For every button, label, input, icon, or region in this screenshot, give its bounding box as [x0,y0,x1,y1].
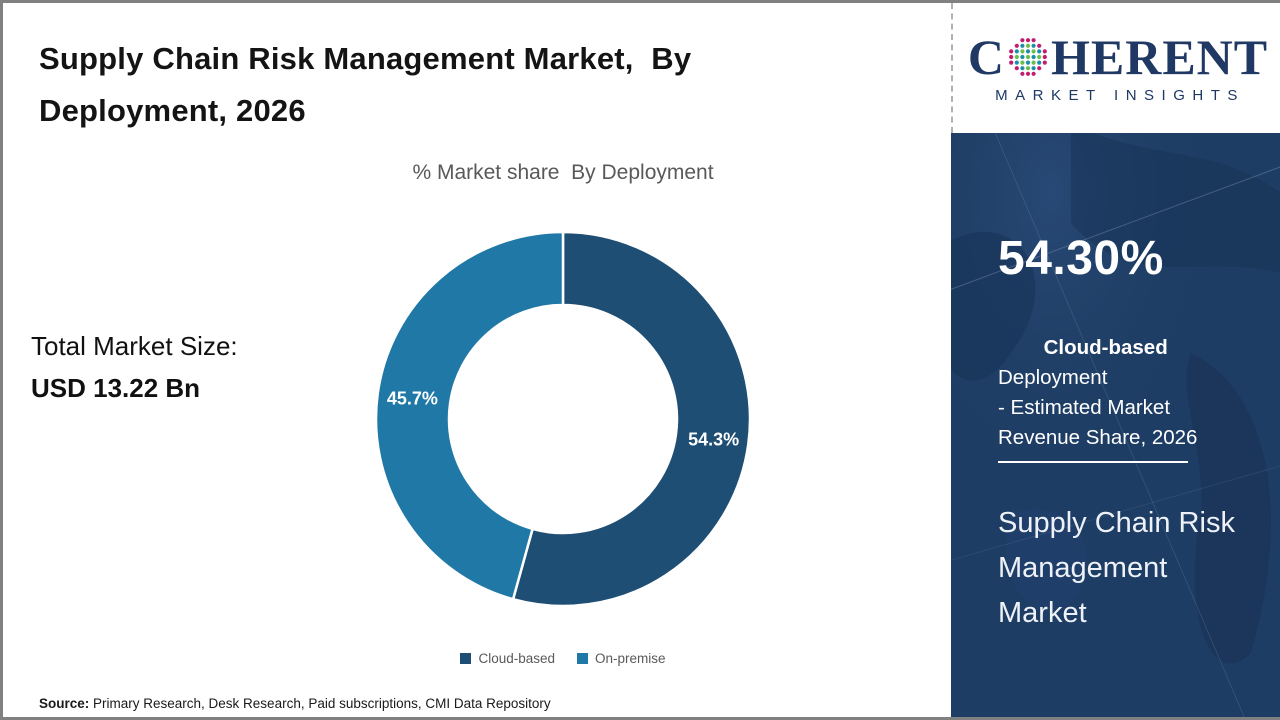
source-note: Source: Primary Research, Desk Research,… [39,696,551,711]
total-market-size: Total Market Size: USD 13.22 Bn [31,325,238,409]
legend-item-cloud-based: Cloud-based [460,651,555,666]
stat-description: Cloud-based Deployment - Estimated Marke… [998,303,1268,483]
coherent-globe-icon [1009,38,1047,76]
stat-description-bold: Cloud-based [1043,336,1168,359]
logo-area: C HERENT MARKET INSIGHTS [951,3,1280,133]
donut-label-on-premise: 45.7% [387,389,438,409]
donut-slice-cloud-based [511,230,752,608]
legend-label-cloud-based: Cloud-based [478,651,556,666]
chart-title: % Market share By Deployment [412,161,714,184]
world-map-texture [951,133,1280,717]
market-size-value: USD 13.22 Bn [31,373,201,403]
right-column: C HERENT MARKET INSIGHTS [951,3,1280,717]
donut-chart: 54.3% 45.7% [374,230,752,608]
logo-subtitle: MARKET INSIGHTS [995,87,1245,104]
legend-label-on-premise: On-premise [595,651,666,666]
donut-label-cloud-based: 54.3% [688,429,739,449]
logo-letters-herent: HERENT [1050,29,1269,85]
stat-value: 54.30% [998,232,1164,285]
coherent-logo: C HERENT [968,32,1268,82]
source-label: Source: [39,696,90,711]
sidebar-panel: 54.30% Cloud-based Deployment - Estimate… [951,133,1280,717]
source-text: Primary Research, Desk Research, Paid su… [89,696,551,711]
stat-description-rest: Deployment - Estimated Market Revenue Sh… [998,366,1198,449]
page-title: Supply Chain Risk Management Market, By … [39,41,692,128]
divider-line [998,461,1188,463]
legend-swatch-cloud-based [460,653,472,664]
logo-letter-c: C [967,29,1005,85]
chart-legend: Cloud-based On-premise [353,651,773,666]
donut-slice-on-premise [374,230,565,601]
legend-swatch-on-premise [577,653,589,664]
legend-item-on-premise: On-premise [577,651,666,666]
market-size-label: Total Market Size: [31,331,238,361]
sidebar-market-title: Supply Chain Risk Management Market [998,507,1235,629]
